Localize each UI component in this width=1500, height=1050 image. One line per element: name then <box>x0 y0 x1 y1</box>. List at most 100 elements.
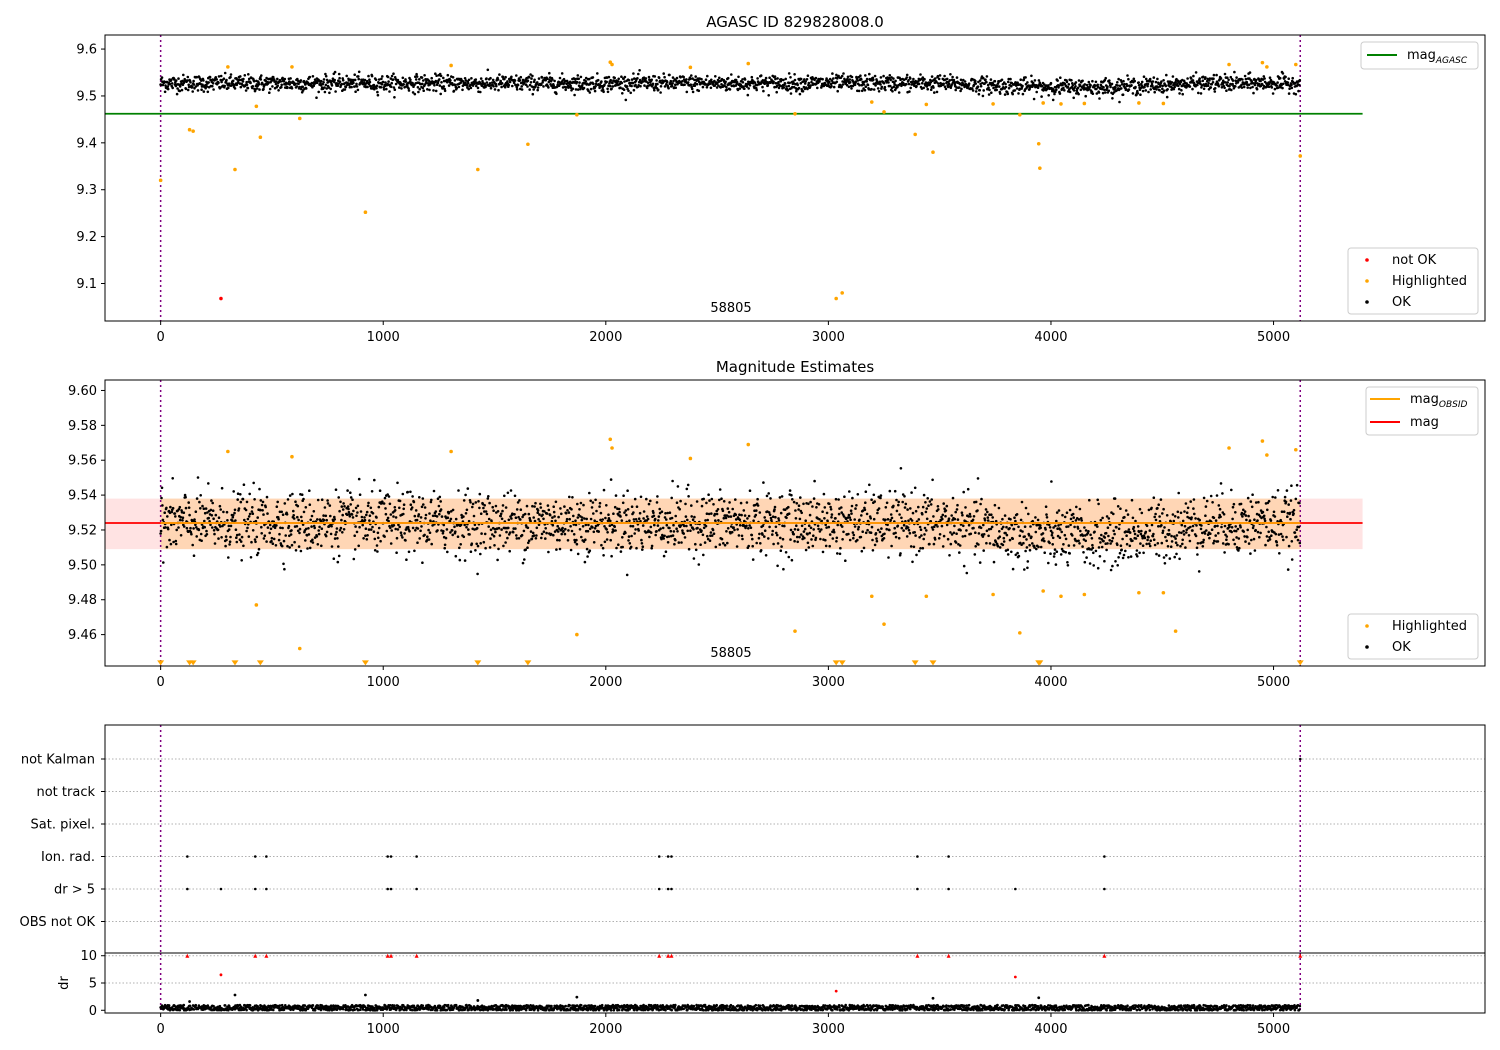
ok-point <box>1192 81 1196 85</box>
ok-point <box>1226 76 1229 79</box>
ok-point <box>1142 551 1145 555</box>
ok-point <box>533 505 536 508</box>
ok-point <box>464 512 468 515</box>
ok-point <box>393 96 396 99</box>
ok-point <box>202 90 206 93</box>
ok-point <box>316 81 319 84</box>
ok-point <box>595 509 598 513</box>
ok-point <box>1026 81 1029 84</box>
ok-point <box>703 541 707 544</box>
ok-point <box>212 88 215 91</box>
ok-point <box>662 72 665 75</box>
ok-point <box>1152 538 1156 541</box>
ok-point <box>506 536 509 540</box>
ok-point <box>192 83 196 86</box>
ok-point <box>507 518 511 522</box>
ok-point <box>824 523 827 526</box>
ok-point <box>609 84 612 88</box>
ok-point <box>924 501 927 504</box>
ok-point <box>1132 525 1136 529</box>
ok-point <box>1110 539 1114 543</box>
ok-point <box>986 519 990 522</box>
ok-point <box>718 543 722 546</box>
ok-point <box>1033 546 1036 549</box>
ok-point <box>632 72 635 75</box>
ok-point <box>579 501 583 505</box>
ok-point <box>1233 70 1236 74</box>
ok-point <box>937 508 940 511</box>
ok-point <box>485 77 488 80</box>
ok-point <box>747 87 750 90</box>
ok-point <box>553 530 557 533</box>
data-point <box>1036 141 1041 146</box>
ok-point <box>1288 87 1291 90</box>
ok-point <box>491 533 494 536</box>
ok-point <box>1096 498 1099 502</box>
ok-point <box>416 541 419 544</box>
ok-point <box>1196 553 1199 556</box>
ok-point <box>440 515 444 518</box>
ok-point <box>473 82 476 85</box>
ok-point <box>869 531 873 534</box>
ok-point <box>645 86 649 90</box>
ok-point <box>206 90 210 94</box>
ok-point <box>1012 527 1016 531</box>
ok-point <box>995 88 998 92</box>
ok-point <box>774 81 778 85</box>
ok-point <box>804 519 807 522</box>
ok-point <box>504 75 507 79</box>
ok-point <box>1284 75 1287 79</box>
ok-point <box>768 76 771 79</box>
ok-point <box>374 78 378 82</box>
ok-point <box>897 536 901 540</box>
ok-point <box>235 83 239 87</box>
ok-point <box>883 532 886 536</box>
ok-point <box>1121 93 1125 96</box>
ok-point <box>239 540 243 543</box>
ok-point <box>367 74 370 78</box>
ok-point <box>218 504 222 508</box>
ok-point <box>170 78 173 81</box>
ok-point <box>844 81 848 84</box>
ok-point <box>1194 71 1198 74</box>
ok-point <box>669 79 673 83</box>
ok-point <box>769 516 773 520</box>
ok-point <box>926 497 929 500</box>
ok-point <box>1031 542 1034 545</box>
x-tick-label: 1000 <box>367 330 400 345</box>
ok-point <box>589 517 593 521</box>
ok-point <box>1286 81 1290 84</box>
ok-point <box>268 87 272 91</box>
ok-point <box>665 523 669 527</box>
ok-point <box>482 540 486 544</box>
ok-point <box>375 84 379 88</box>
ok-point <box>202 79 205 82</box>
ok-point <box>1175 534 1179 537</box>
ok-point <box>734 78 738 82</box>
ok-point <box>1023 568 1026 571</box>
ok-point <box>1068 90 1072 94</box>
ok-point <box>1116 84 1119 87</box>
ok-point <box>992 83 996 87</box>
ok-point <box>1220 86 1224 89</box>
ok-point <box>486 68 490 72</box>
ok-point <box>625 573 629 577</box>
ok-point <box>795 524 798 527</box>
ok-point <box>974 90 978 93</box>
ok-point <box>547 550 550 554</box>
ok-point <box>645 497 648 501</box>
ok-point <box>514 527 517 530</box>
ok-point <box>234 519 237 522</box>
ok-point <box>684 515 688 518</box>
ok-point <box>399 531 403 534</box>
ok-point <box>972 515 976 518</box>
ok-point <box>974 545 977 548</box>
ok-point <box>325 78 329 82</box>
ok-point <box>281 76 284 80</box>
ok-point <box>1024 82 1028 86</box>
ok-point <box>694 75 697 78</box>
ok-point <box>947 517 951 520</box>
ok-point <box>426 535 429 538</box>
ok-point <box>680 541 683 544</box>
ok-point <box>548 513 552 517</box>
